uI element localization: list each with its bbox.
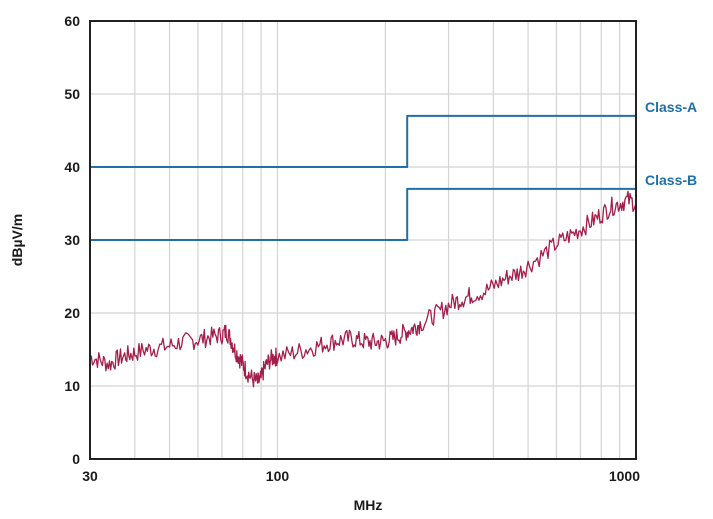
- y-tick-label: 20: [64, 305, 80, 321]
- x-tick-label: 100: [266, 468, 290, 484]
- series-labels: Class-A Class-B: [645, 99, 697, 188]
- y-tick-label: 60: [64, 13, 80, 29]
- series-label: Class-B: [645, 172, 697, 188]
- x-axis-title: MHz: [354, 497, 383, 513]
- plot-frame: [89, 20, 637, 460]
- y-tick-label: 50: [64, 86, 80, 102]
- x-tick-label: 30: [82, 468, 98, 484]
- tick-labels: 0 10 20 30 40 50 60 30 100 1000: [64, 13, 640, 484]
- series-label: Class-A: [645, 99, 697, 115]
- limit-line-class-a: [90, 114, 636, 168]
- x-tick-label: 1000: [609, 468, 640, 484]
- y-tick-label: 0: [72, 451, 80, 467]
- y-tick-label: 30: [64, 232, 80, 248]
- y-axis-title: dBµV/m: [9, 214, 25, 266]
- measured-emission-line: [89, 190, 637, 388]
- series-lines: [89, 114, 637, 388]
- y-tick-label: 40: [64, 159, 80, 175]
- limit-line-class-b: [90, 187, 636, 241]
- y-tick-label: 10: [64, 378, 80, 394]
